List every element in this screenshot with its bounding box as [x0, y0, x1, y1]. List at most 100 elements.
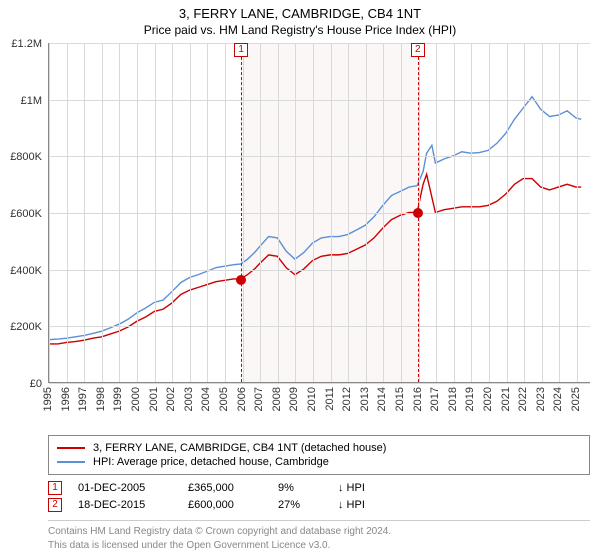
gridline-h: [49, 213, 590, 214]
gridline-v: [172, 43, 173, 382]
legend-swatch: [57, 461, 85, 463]
marker-dot: [413, 208, 423, 218]
x-tick-label: 2016: [412, 387, 424, 411]
x-tick-label: 2010: [306, 387, 318, 411]
x-axis-labels: 1995199619971998199920002001200220032004…: [48, 383, 590, 429]
y-tick-label: £400K: [10, 265, 42, 277]
gridline-v: [401, 43, 402, 382]
x-tick-label: 2003: [183, 387, 195, 411]
x-tick-label: 2015: [394, 387, 406, 411]
gridline-h: [49, 100, 590, 101]
y-tick-label: £1.2M: [11, 38, 42, 50]
chart-subtitle: Price paid vs. HM Land Registry's House …: [0, 23, 600, 37]
marker-line: [418, 57, 419, 382]
sale-diff: 9%: [278, 482, 338, 494]
x-tick-label: 2014: [376, 387, 388, 411]
gridline-v: [190, 43, 191, 382]
gridline-v: [260, 43, 261, 382]
gridline-v: [383, 43, 384, 382]
gridline-v: [243, 43, 244, 382]
x-tick-label: 1996: [60, 387, 72, 411]
legend: 3, FERRY LANE, CAMBRIDGE, CB4 1NT (detac…: [48, 435, 590, 475]
gridline-v: [207, 43, 208, 382]
x-tick-label: 2024: [552, 387, 564, 411]
gridline-v: [84, 43, 85, 382]
legend-label: 3, FERRY LANE, CAMBRIDGE, CB4 1NT (detac…: [93, 442, 386, 454]
x-tick-label: 2023: [535, 387, 547, 411]
gridline-v: [102, 43, 103, 382]
y-tick-label: £1M: [21, 95, 42, 107]
sale-diff: 27%: [278, 499, 338, 511]
gridline-v: [278, 43, 279, 382]
sale-price: £365,000: [188, 482, 278, 494]
gridline-v: [155, 43, 156, 382]
legend-label: HPI: Average price, detached house, Camb…: [93, 456, 329, 468]
gridline-v: [559, 43, 560, 382]
marker-box: 1: [234, 43, 248, 57]
gridline-v: [507, 43, 508, 382]
gridline-v: [119, 43, 120, 382]
marker-line: [241, 57, 242, 382]
gridline-h: [49, 156, 590, 157]
x-tick-label: 2000: [130, 387, 142, 411]
sale-date: 18-DEC-2015: [78, 499, 188, 511]
gridline-v: [454, 43, 455, 382]
gridline-v: [295, 43, 296, 382]
gridline-v: [49, 43, 50, 382]
x-tick-label: 2018: [447, 387, 459, 411]
x-tick-label: 2006: [236, 387, 248, 411]
sales-table: 101-DEC-2005£365,0009%↓ HPI 2 18-DEC-2015£…: [48, 481, 590, 512]
sale-vs: ↓ HPI: [338, 499, 365, 511]
gridline-v: [524, 43, 525, 382]
x-tick-label: 2013: [359, 387, 371, 411]
attribution: Contains HM Land Registry data © Crown c…: [48, 520, 590, 553]
plot-area: 12: [48, 43, 590, 383]
x-tick-label: 1997: [77, 387, 89, 411]
gridline-h: [49, 270, 590, 271]
gridline-v: [436, 43, 437, 382]
x-tick-label: 2012: [341, 387, 353, 411]
x-tick-label: 2017: [429, 387, 441, 411]
gridline-v: [67, 43, 68, 382]
sale-row: 2 18-DEC-2015£600,00027%↓ HPI: [48, 498, 590, 512]
x-tick-label: 2004: [200, 387, 212, 411]
gridline-v: [348, 43, 349, 382]
sale-marker: 2: [48, 498, 62, 512]
y-tick-label: £200K: [10, 321, 42, 333]
gridline-v: [137, 43, 138, 382]
x-tick-label: 2007: [253, 387, 265, 411]
chart-title: 3, FERRY LANE, CAMBRIDGE, CB4 1NT: [0, 6, 600, 21]
sale-date: 01-DEC-2005: [78, 482, 188, 494]
gridline-v: [331, 43, 332, 382]
legend-row: HPI: Average price, detached house, Camb…: [57, 456, 581, 468]
gridline-v: [366, 43, 367, 382]
gridline-v: [489, 43, 490, 382]
gridline-v: [577, 43, 578, 382]
marker-box: 2: [411, 43, 425, 57]
chart-container: 3, FERRY LANE, CAMBRIDGE, CB4 1NT Price …: [0, 6, 600, 553]
attribution-line2: This data is licensed under the Open Gov…: [48, 539, 590, 553]
series-line: [49, 97, 581, 340]
sale-row: 101-DEC-2005£365,0009%↓ HPI: [48, 481, 590, 495]
x-tick-label: 2001: [148, 387, 160, 411]
x-tick-label: 1998: [95, 387, 107, 411]
x-tick-label: 2009: [288, 387, 300, 411]
x-tick-label: 1999: [112, 387, 124, 411]
x-tick-label: 2021: [500, 387, 512, 411]
gridline-v: [471, 43, 472, 382]
attribution-line1: Contains HM Land Registry data © Crown c…: [48, 525, 590, 539]
x-tick-label: 2022: [517, 387, 529, 411]
y-tick-label: £800K: [10, 151, 42, 163]
sale-vs: ↓ HPI: [338, 482, 365, 494]
marker-dot: [236, 275, 246, 285]
legend-row: 3, FERRY LANE, CAMBRIDGE, CB4 1NT (detac…: [57, 442, 581, 454]
x-tick-label: 2020: [482, 387, 494, 411]
gridline-h: [49, 326, 590, 327]
gridline-v: [542, 43, 543, 382]
gridline-v: [225, 43, 226, 382]
gridline-v: [313, 43, 314, 382]
x-tick-label: 2005: [218, 387, 230, 411]
x-tick-label: 2008: [271, 387, 283, 411]
sale-price: £600,000: [188, 499, 278, 511]
x-tick-label: 2019: [464, 387, 476, 411]
